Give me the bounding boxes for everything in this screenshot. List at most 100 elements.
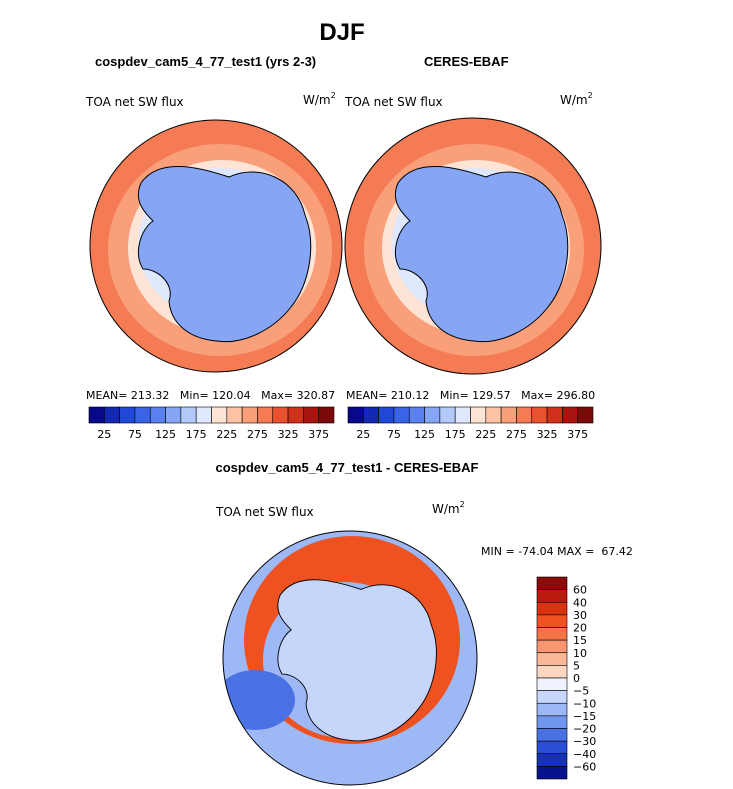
diff-colorbar-swatch [536,614,568,628]
model-colorbar-tick-label: 325 [278,428,299,441]
obs-min-value: 129.57 [472,389,511,402]
model-panel-title: cospdev_cam5_4_77_test1 (yrs 2-3) [95,54,316,69]
diff-colorbar-tick-label: −40 [573,748,596,761]
model-colorbar-swatch [303,406,319,424]
obs-colorbar-swatch [531,406,548,424]
model-colorbar-tick-label: 375 [308,428,329,441]
model-units-base: W/m [303,93,331,107]
diff-colorbar-tick-label: −5 [573,685,589,698]
diff-colorbar-tick-label: 10 [573,647,587,660]
model-colorbar-swatch [211,406,228,424]
obs-colorbar-swatch [347,406,364,424]
diff-colorbar-swatch [536,652,568,666]
diff-max-label: MAX = [557,545,594,558]
diff-colorbar-swatch [536,740,568,755]
obs-colorbar-swatch [516,406,533,424]
obs-map-boundary [344,117,602,375]
obs-colorbar-swatch [577,406,594,424]
diff-units-base: W/m [432,502,460,516]
model-colorbar-tick-label: 125 [155,428,176,441]
obs-units-base: W/m [560,93,588,107]
model-mean-value: 213.32 [131,389,170,402]
diff-colorbar-swatch [536,690,568,704]
model-min-value: 120.04 [212,389,251,402]
model-colorbar-swatch [195,406,212,424]
diff-colorbar-swatch [536,589,568,603]
diff-colorbar-tick-label: 20 [573,622,587,635]
diff-minmax: MIN = -74.04 MAX = 67.42 [481,545,633,558]
obs-min-label: Min= [440,389,469,402]
diff-colorbar-swatch [536,702,568,717]
diff-colorbar-tick-label: 5 [573,659,580,672]
diff-polar-map [222,530,478,786]
diff-colorbar-tick-label: −10 [573,697,596,710]
diff-min-label: MIN = [481,545,515,558]
model-polar-map [89,119,343,373]
diff-colorbar-tick-label: −30 [573,735,596,748]
model-colorbar-tick-label: 225 [216,428,237,441]
obs-colorbar-tick-label: 175 [445,428,466,441]
obs-colorbar-swatch [393,406,410,424]
model-variable-label: TOA net SW flux [85,95,184,109]
obs-stats: MEAN= 210.12 Min= 129.57 Max= 296.80 [346,389,595,402]
diff-field-blue-patch [223,670,295,730]
diff-colorbar-tick-label: 60 [573,584,587,597]
diff-colorbar-swatch [536,601,568,616]
model-max-label: Max= [261,389,293,402]
model-colorbar-swatch [318,406,335,424]
obs-colorbar-swatch [470,406,487,424]
diff-colorbar-swatch [536,576,568,590]
diff-colorbar-tick-label: −20 [573,723,596,736]
diff-colorbar-swatch [536,715,568,729]
diff-colorbar-tick-label: −15 [573,710,596,723]
model-units-label: W/m2 [303,91,336,107]
obs-max-value: 296.80 [557,389,596,402]
model-units-power: 2 [331,91,336,100]
diff-variable-label: TOA net SW flux [215,505,314,519]
model-colorbar-swatch [272,406,289,424]
model-colorbar-tick-label: 175 [186,428,207,441]
model-colorbar-tick-label: 25 [97,428,111,441]
obs-colorbar-swatch [408,406,425,424]
obs-units-label: W/m2 [560,91,593,107]
model-colorbar-swatch [149,406,166,424]
diff-colorbar-swatch [536,728,568,742]
obs-colorbar-swatch [424,406,441,424]
obs-colorbar-swatch [546,406,563,424]
diff-units-power: 2 [460,500,465,509]
obs-colorbar-tick-label: 375 [567,428,588,441]
model-colorbar-swatch [134,406,151,424]
obs-units-power: 2 [588,91,593,100]
obs-colorbar-swatch [439,406,456,424]
obs-colorbar-swatch [454,406,471,424]
diff-min-value: -74.04 [518,545,553,558]
diff-colorbar-swatch [536,639,568,654]
obs-colorbar-tick-label: 75 [387,428,401,441]
model-colorbar-swatch [165,406,182,424]
obs-panel-title: CERES-EBAF [424,54,509,69]
obs-colorbar-swatch [485,406,502,424]
model-min-label: Min= [180,389,209,402]
obs-colorbar-tick-label: 325 [537,428,558,441]
diff-map-boundary [222,530,478,786]
obs-colorbar-tick-label: 225 [475,428,496,441]
diff-max-value: 67.42 [601,545,633,558]
model-colorbar-tick-label: 75 [128,428,142,441]
diff-colorbar-swatch [536,665,568,679]
figure-title: DJF [319,19,364,46]
model-mean-label: MEAN= [86,389,127,402]
diff-colorbar-swatch [536,677,568,691]
diff-colorbar-tick-label: 30 [573,609,587,622]
obs-mean-label: MEAN= [346,389,387,402]
obs-colorbar-swatch [500,406,517,424]
obs-colorbar-tick-label: 275 [506,428,527,441]
model-colorbar: 25 75 125 175 225 275 325 375 [88,406,335,441]
diff-colorbar-tick-label: 0 [573,672,580,685]
obs-colorbar-swatch [562,406,578,424]
model-colorbar-swatch [241,406,258,424]
model-colorbar-swatch [104,406,120,424]
model-colorbar-swatch [88,406,105,424]
model-colorbar-swatch [257,406,274,424]
model-colorbar-swatch [287,406,304,424]
